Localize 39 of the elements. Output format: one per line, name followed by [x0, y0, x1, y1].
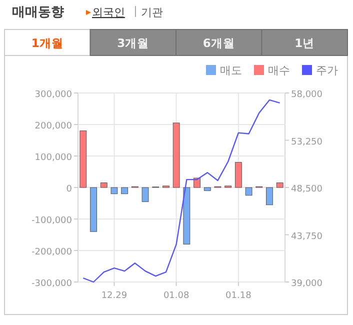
bar — [142, 187, 149, 202]
bar — [204, 187, 211, 191]
y-tick-label: 300,000 — [34, 90, 72, 100]
legend-label: 매수 — [268, 64, 290, 77]
text: 외국인 — [92, 6, 125, 19]
bar — [234, 162, 242, 188]
y2-tick-label: 39,000 — [291, 279, 323, 289]
legend-label: 주가 — [316, 64, 338, 77]
bar — [100, 182, 108, 188]
bar — [276, 182, 284, 188]
y-tick-label: 100,000 — [34, 153, 72, 163]
bar — [90, 187, 97, 232]
text: 1년 — [294, 36, 315, 50]
y-tick-label: 0 — [66, 184, 72, 194]
text: 6개월 — [202, 36, 235, 50]
x-tick-label: 01.18 — [226, 291, 252, 301]
y2-tick-label: 43,750 — [291, 232, 323, 242]
y2-tick-label: 48,500 — [291, 184, 323, 194]
chart-title: 매매동향 — [12, 5, 64, 20]
x-tick-label: 12.29 — [101, 291, 128, 301]
legend-label: 매도 — [220, 64, 242, 77]
y-tick-label: -300,000 — [32, 279, 72, 289]
y2-tick-label: 53,250 — [291, 137, 323, 148]
bar — [121, 187, 128, 194]
y-tick-label: -100,000 — [32, 216, 72, 226]
bar — [110, 187, 118, 194]
y-tick-label: 200,000 — [34, 122, 72, 132]
y2-tick-label: 58,000 — [291, 90, 323, 100]
text: 기관 — [141, 6, 163, 19]
text: 1개월 — [31, 36, 64, 50]
line-series — [82, 99, 280, 283]
x-tick-label: 01.08 — [163, 291, 190, 301]
y-tick-label: -200,000 — [32, 248, 72, 258]
bar — [245, 187, 252, 196]
text: 3개월 — [117, 36, 150, 50]
bar — [266, 187, 273, 206]
bar — [172, 122, 180, 188]
bar — [80, 130, 87, 188]
bar — [183, 187, 190, 244]
